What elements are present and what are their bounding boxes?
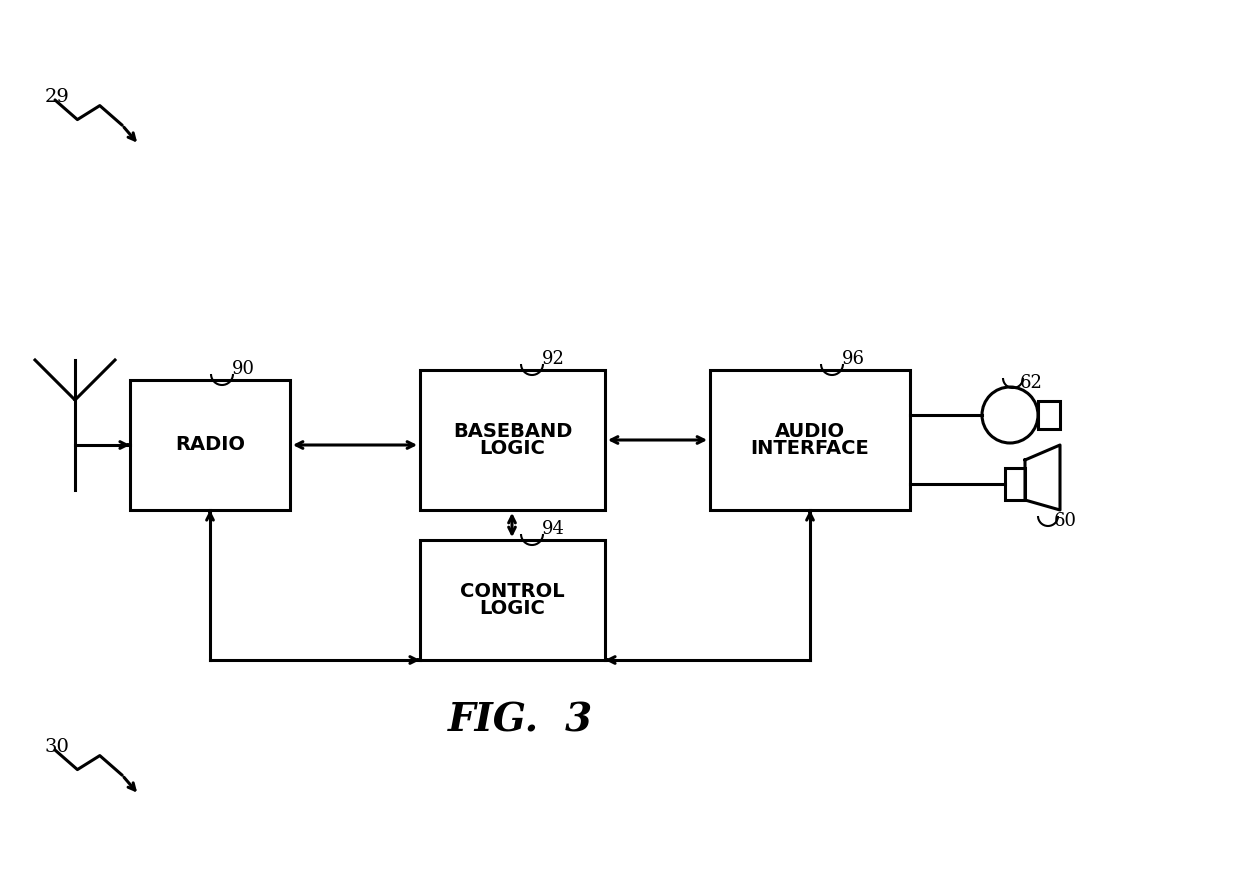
Bar bbox=[1038, 401, 1060, 429]
Text: 29: 29 bbox=[45, 88, 69, 106]
Text: 94: 94 bbox=[542, 520, 565, 538]
Bar bbox=[420, 540, 605, 660]
Text: AUDIO: AUDIO bbox=[775, 422, 846, 442]
Bar bbox=[130, 380, 290, 510]
Text: 96: 96 bbox=[842, 350, 866, 368]
Text: 60: 60 bbox=[1054, 512, 1078, 530]
Text: FIG.  3: FIG. 3 bbox=[448, 701, 594, 739]
Text: 62: 62 bbox=[1021, 374, 1043, 392]
Text: BASEBAND: BASEBAND bbox=[453, 422, 572, 442]
Bar bbox=[420, 370, 605, 510]
Text: 90: 90 bbox=[232, 360, 255, 378]
Text: LOGIC: LOGIC bbox=[480, 439, 546, 458]
Text: 92: 92 bbox=[542, 350, 565, 368]
Text: LOGIC: LOGIC bbox=[480, 599, 546, 618]
Text: 30: 30 bbox=[45, 738, 69, 756]
Bar bbox=[711, 370, 910, 510]
Text: RADIO: RADIO bbox=[175, 435, 246, 455]
Bar bbox=[1004, 468, 1025, 500]
Text: INTERFACE: INTERFACE bbox=[750, 439, 869, 458]
Text: CONTROL: CONTROL bbox=[460, 582, 564, 601]
